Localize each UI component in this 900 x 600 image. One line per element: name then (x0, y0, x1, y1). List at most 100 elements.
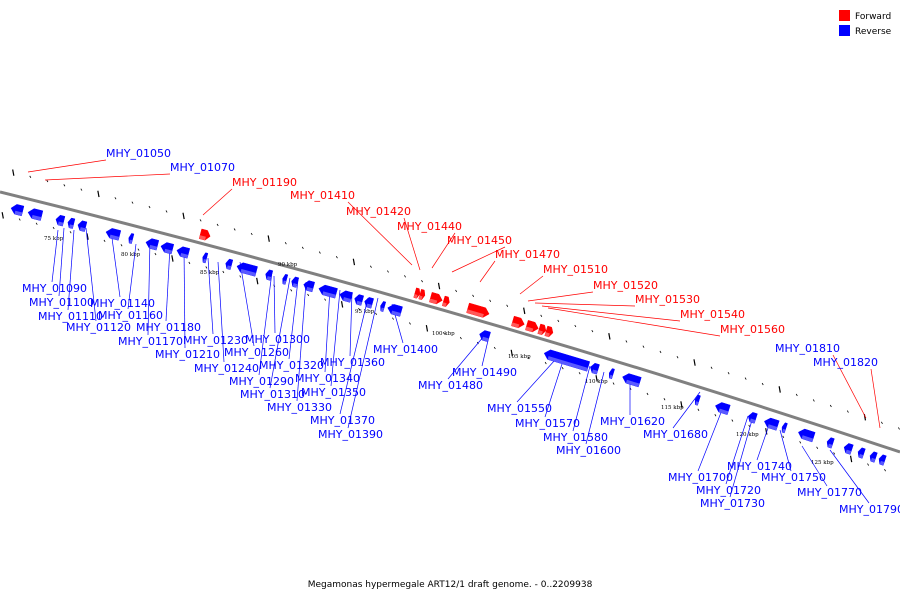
reverse-gene-label[interactable]: MHY_01750 (761, 471, 826, 484)
reverse-gene-arrow[interactable] (128, 233, 135, 244)
forward-gene-arrow[interactable] (511, 315, 525, 329)
reverse-gene-label[interactable]: MHY_01290 (229, 375, 294, 388)
forward-gene-label[interactable]: MHY_01190 (232, 176, 297, 189)
reverse-gene-label[interactable]: MHY_01350 (301, 386, 366, 399)
reverse-gene-label[interactable]: MHY_01210 (155, 348, 220, 361)
reverse-gene-label[interactable]: MHY_01160 (98, 309, 163, 322)
reverse-gene-arrow[interactable] (543, 349, 591, 372)
reverse-gene-label[interactable]: MHY_01090 (22, 282, 87, 295)
forward-gene-label[interactable]: MHY_01070 (170, 161, 235, 174)
reverse-gene-label[interactable]: MHY_01680 (643, 428, 708, 441)
reverse-gene-arrow[interactable] (764, 417, 780, 431)
reverse-gene-arrow[interactable] (387, 304, 403, 317)
reverse-gene-label[interactable]: MHY_01700 (668, 471, 733, 484)
reverse-gene-arrow[interactable] (364, 297, 374, 309)
reverse-gene-label[interactable]: MHY_01480 (418, 379, 483, 392)
reverse-gene-arrow[interactable] (67, 217, 76, 229)
reverse-gene-arrow[interactable] (747, 412, 758, 424)
reverse-gene-label[interactable]: MHY_01720 (696, 484, 761, 497)
reverse-gene-arrow[interactable] (609, 368, 615, 380)
reverse-gene-arrow[interactable] (339, 290, 353, 303)
reverse-gene-label[interactable]: MHY_01310 (240, 388, 305, 401)
reverse-gene-label[interactable]: MHY_01400 (373, 343, 438, 356)
reverse-gene-label[interactable]: MHY_01340 (295, 372, 360, 385)
forward-gene-arrow[interactable] (429, 292, 443, 305)
forward-gene-arrow[interactable] (198, 228, 211, 241)
forward-gene-arrow[interactable] (466, 302, 490, 318)
reverse-gene-label[interactable]: MHY_01330 (267, 401, 332, 414)
forward-gene-label[interactable]: MHY_01810 (775, 342, 840, 355)
reverse-gene-arrow[interactable] (105, 228, 122, 241)
reverse-gene-label[interactable]: MHY_01300 (245, 333, 310, 346)
reverse-gene-label[interactable]: MHY_01140 (90, 297, 155, 310)
forward-gene-label[interactable]: MHY_01440 (397, 220, 462, 233)
reverse-gene-arrow[interactable] (55, 214, 66, 227)
reverse-gene-arrow[interactable] (590, 362, 600, 375)
forward-gene-arrow[interactable] (441, 295, 450, 307)
reverse-gene-arrow[interactable] (694, 394, 701, 406)
reverse-gene-label[interactable]: MHY_01390 (318, 428, 383, 441)
reverse-gene-label[interactable]: MHY_01320 (259, 359, 324, 372)
reverse-gene-arrow[interactable] (781, 422, 788, 434)
reverse-gene-label[interactable]: MHY_01230 (183, 334, 248, 347)
forward-gene-arrow[interactable] (525, 320, 539, 333)
reverse-gene-label[interactable]: MHY_01790 (839, 503, 900, 516)
reverse-gene-label[interactable]: MHY_01740 (727, 460, 792, 473)
reverse-gene-label[interactable]: MHY_01110 (38, 310, 103, 323)
reverse-gene-arrow[interactable] (354, 294, 365, 306)
reverse-gene-arrow[interactable] (10, 204, 25, 217)
reverse-gene-label[interactable]: MHY_01260 (224, 346, 289, 359)
forward-gene-arrow[interactable] (418, 288, 426, 301)
forward-gene-label[interactable]: MHY_01050 (106, 147, 171, 160)
forward-gene-label[interactable]: MHY_01450 (447, 234, 512, 247)
forward-gene-arrow[interactable] (544, 325, 554, 338)
reverse-gene-arrow[interactable] (160, 242, 175, 255)
reverse-gene-arrow[interactable] (145, 238, 160, 251)
reverse-gene-arrow[interactable] (479, 330, 491, 343)
forward-gene-label[interactable]: MHY_01420 (346, 205, 411, 218)
reverse-gene-label[interactable]: MHY_01120 (66, 321, 131, 334)
reverse-gene-label[interactable]: MHY_01570 (515, 417, 580, 430)
reverse-gene-arrow[interactable] (265, 269, 274, 281)
forward-gene-label[interactable]: MHY_01520 (593, 279, 658, 292)
reverse-gene-label[interactable]: MHY_01180 (136, 321, 201, 334)
reverse-gene-label[interactable]: MHY_01360 (320, 356, 385, 369)
reverse-gene-label[interactable]: MHY_01370 (310, 414, 375, 427)
reverse-gene-arrow[interactable] (715, 402, 731, 416)
reverse-gene-arrow[interactable] (843, 443, 854, 455)
reverse-gene-label[interactable]: MHY_01490 (452, 366, 517, 379)
forward-gene-label[interactable]: MHY_01540 (680, 308, 745, 321)
reverse-gene-arrow[interactable] (303, 280, 316, 293)
reverse-gene-arrow[interactable] (318, 284, 338, 299)
reverse-gene-label[interactable]: MHY_01100 (29, 296, 94, 309)
reverse-gene-arrow[interactable] (202, 252, 209, 264)
forward-gene-label[interactable]: MHY_01530 (635, 293, 700, 306)
reverse-gene-label[interactable]: MHY_01770 (797, 486, 862, 499)
forward-gene-label[interactable]: MHY_01820 (813, 356, 878, 369)
reverse-gene-arrow[interactable] (176, 246, 191, 259)
reverse-gene-label[interactable]: MHY_01600 (556, 444, 621, 457)
forward-gene-label[interactable]: MHY_01470 (495, 248, 560, 261)
reverse-gene-arrow[interactable] (291, 276, 300, 288)
reverse-gene-label[interactable]: MHY_01730 (700, 497, 765, 510)
reverse-gene-label[interactable]: MHY_01620 (600, 415, 665, 428)
reverse-gene-arrow[interactable] (380, 301, 387, 312)
reverse-gene-label[interactable]: MHY_01170 (118, 335, 183, 348)
reverse-gene-arrow[interactable] (869, 451, 878, 463)
forward-gene-arrow[interactable] (413, 287, 421, 299)
reverse-gene-label[interactable]: MHY_01580 (543, 431, 608, 444)
reverse-gene-arrow[interactable] (878, 454, 887, 466)
reverse-gene-arrow[interactable] (826, 437, 835, 449)
reverse-gene-arrow[interactable] (27, 208, 44, 221)
forward-gene-label[interactable]: MHY_01560 (720, 323, 785, 336)
reverse-gene-arrow[interactable] (798, 428, 816, 443)
reverse-gene-arrow[interactable] (236, 262, 258, 277)
reverse-gene-arrow[interactable] (622, 373, 642, 388)
reverse-gene-arrow[interactable] (77, 220, 88, 232)
reverse-gene-arrow[interactable] (225, 258, 234, 270)
forward-gene-arrow[interactable] (537, 323, 547, 336)
reverse-gene-arrow[interactable] (857, 447, 866, 459)
reverse-gene-label[interactable]: MHY_01240 (194, 362, 259, 375)
reverse-gene-arrow[interactable] (282, 273, 289, 285)
forward-gene-label[interactable]: MHY_01410 (290, 189, 355, 202)
